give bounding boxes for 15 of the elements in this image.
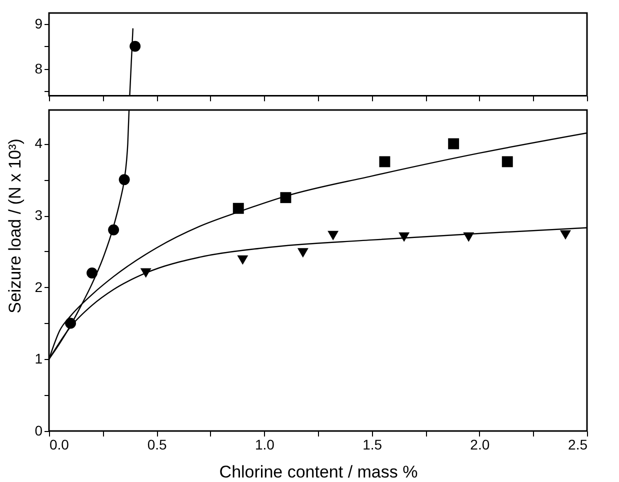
- y-tick-label: 3: [34, 207, 43, 224]
- x-tick-label: 2.5: [568, 436, 588, 452]
- x-tick-label: 1.5: [362, 436, 382, 452]
- x-tick-label: 0.0: [50, 436, 70, 452]
- y-axis-title: Seizure load / (N x 10³): [6, 138, 25, 314]
- y-tick-label: 8: [34, 60, 43, 76]
- y-tick-label: 4: [34, 135, 43, 152]
- x-tick-label: 1.0: [254, 436, 275, 452]
- y-tick-label: 9: [34, 15, 43, 32]
- x-tick-label: 0.5: [147, 436, 168, 452]
- y-tick-label: 2: [34, 278, 43, 295]
- x-axis-title: Chlorine content / mass %: [219, 462, 418, 482]
- y-tick-label: 0: [34, 422, 43, 438]
- y-tick-label: 1: [34, 350, 43, 367]
- x-tick-label: 2.0: [470, 436, 490, 452]
